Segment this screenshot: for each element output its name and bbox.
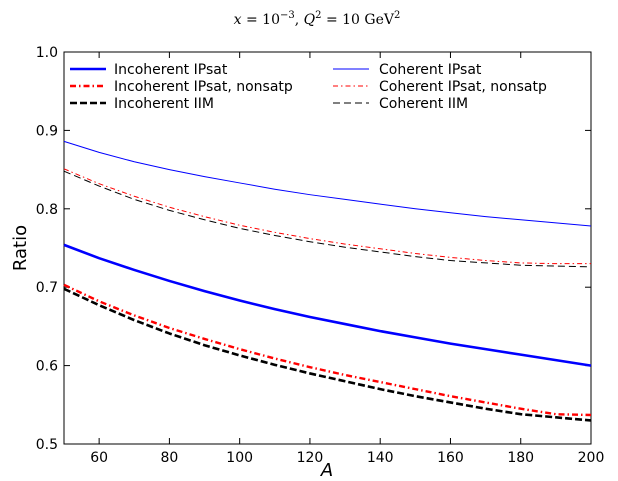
y-tick-label: 0.7	[36, 280, 58, 296]
legend-label: Coherent IIM	[379, 96, 468, 112]
series-line-coherent-iim	[63, 170, 592, 268]
legend-label: Coherent IPsat, nonsatp	[379, 79, 547, 95]
legend-label: Incoherent IPsat	[114, 62, 228, 78]
legend-label: Coherent IPsat	[379, 62, 482, 78]
x-tick-label: 160	[437, 450, 464, 466]
y-tick-label: 0.9	[36, 123, 58, 139]
series-line-incoherent-iim	[63, 287, 592, 422]
y-tick-label: 0.8	[36, 202, 58, 218]
legend-label: Incoherent IIM	[114, 96, 214, 112]
x-tick-label: 140	[367, 450, 394, 466]
plot-frame	[63, 51, 592, 445]
x-tick-label: 100	[226, 450, 253, 466]
x-tick-label: 180	[507, 450, 534, 466]
x-tick-label: 120	[297, 450, 324, 466]
x-tick-label: 80	[160, 450, 178, 466]
series-line-coherent-ipsat	[63, 140, 592, 227]
y-axis-label: Ratio	[10, 225, 31, 271]
y-tick-label: 0.5	[36, 437, 58, 453]
series-layer	[63, 140, 592, 422]
y-tick-label: 1.0	[36, 45, 58, 61]
series-line-coherent-ipsat-nonsatp	[63, 168, 591, 265]
series-line-incoherent-ipsat	[63, 243, 592, 367]
y-tick-label: 0.6	[36, 359, 58, 375]
legend-label: Incoherent IPsat, nonsatp	[114, 79, 293, 95]
chart-title: x = 10−3, Q2 = 10 GeV2	[234, 10, 401, 28]
x-tick-label: 200	[578, 450, 605, 466]
series-line-incoherent-ipsat-nonsatp	[63, 283, 592, 417]
x-tick-label: 60	[90, 450, 108, 466]
axis-ticks: 60 80 100 120 140 160 180 200 0.5 0.6 0.7 0.8 0.9 1.0	[36, 45, 605, 466]
x-axis-label: A	[320, 460, 333, 481]
